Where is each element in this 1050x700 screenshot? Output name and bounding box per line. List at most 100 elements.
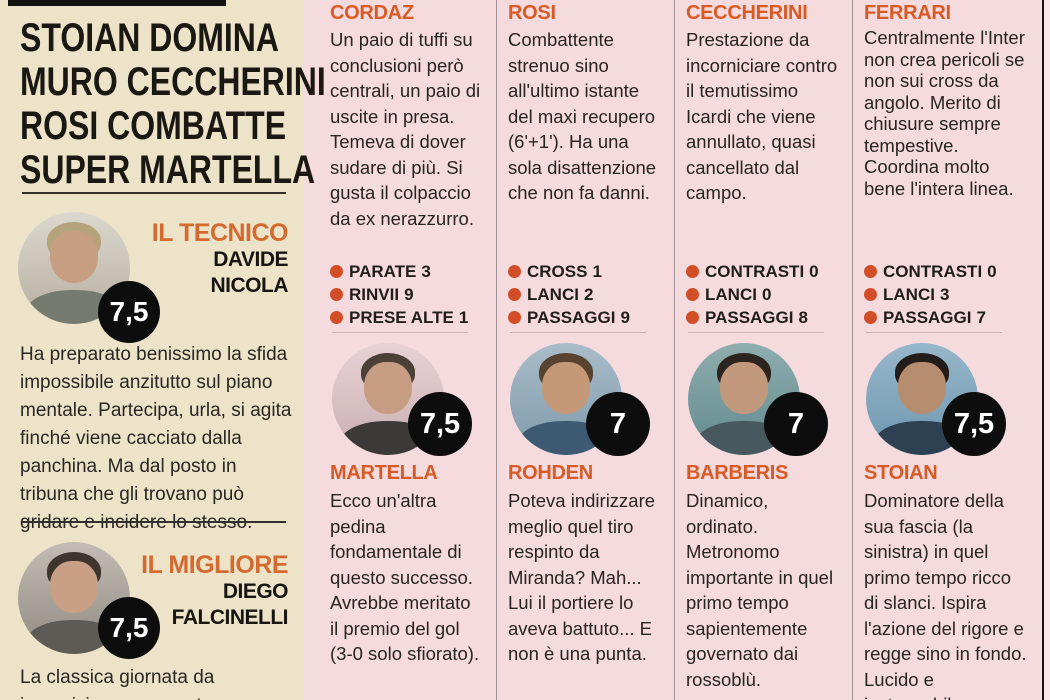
headline-line: ROSI COMBATTE	[20, 104, 287, 148]
stat-bullet-icon	[864, 311, 877, 324]
rating-badge: 7,5	[408, 392, 472, 456]
stat-label: LANCI	[883, 284, 935, 304]
player-name: ROHDEN	[508, 462, 593, 484]
player-comment: Prestazione da incorniciare contro il te…	[686, 29, 838, 203]
player-column-cordaz: CORDAZ Un paio di tuffi su conclusioni p…	[330, 0, 482, 700]
stat-label: CROSS	[527, 261, 588, 281]
coach-comment: Ha preparato benissimo la sfida impossib…	[20, 344, 292, 533]
stat-value: 0	[809, 261, 819, 281]
rating-badge: 7,5	[98, 597, 160, 659]
stat-bullet-icon	[686, 288, 699, 301]
headline-line: MURO CECCHERINI	[20, 60, 326, 104]
stats-block: CONTRASTI 0 LANCI 3 PASSAGGI 7	[864, 260, 1028, 329]
player-comment: Centralmente l'Inter non crea pericoli s…	[864, 27, 1025, 199]
role-label: IL MIGLIORE	[141, 551, 288, 579]
top-black-bar	[8, 0, 226, 6]
player-name: FERRARI	[864, 2, 951, 24]
stat-value: 3	[939, 284, 950, 304]
player-name: MARTELLA	[330, 462, 438, 484]
stat-value: 1	[458, 307, 469, 327]
stat-value: 3	[421, 261, 431, 281]
stat-label: CONTRASTI	[883, 261, 983, 281]
rating-badge: 7	[586, 392, 650, 456]
stat-row: RINVII 9	[330, 283, 482, 306]
stat-row: LANCI 2	[508, 283, 660, 306]
stat-value: 9	[404, 284, 414, 304]
photo-head-shape	[364, 362, 412, 414]
stat-label: LANCI	[527, 284, 579, 304]
right-edge-strip	[1044, 0, 1050, 700]
stat-row: LANCI 3	[864, 283, 1028, 306]
headline-line: STOIAN DOMINA	[20, 16, 279, 60]
stat-row: PASSAGGI 7	[864, 306, 1028, 329]
player-comment: Dinamico, ordinato. Metronomo importante…	[686, 490, 834, 690]
best-player-name-line: DIEGO	[222, 580, 289, 603]
headline-line: SUPER MARTELLA	[20, 148, 316, 192]
player-name: STOIAN	[864, 462, 938, 484]
stat-label: PRESE ALTE	[349, 307, 454, 327]
photo-head-shape	[50, 561, 98, 613]
coach-label-block: IL TECNICO DAVIDE NICOLA	[118, 219, 289, 299]
stat-row: PASSAGGI 8	[686, 306, 838, 329]
coach-name-line: DAVIDE	[213, 248, 288, 271]
stat-bullet-icon	[330, 288, 343, 301]
stat-bullet-icon	[508, 311, 521, 324]
stat-label: PARATE	[349, 261, 417, 281]
stat-row: LANCI 0	[686, 283, 838, 306]
horizontal-rule	[22, 521, 286, 523]
stat-value: 0	[761, 284, 772, 304]
stat-bullet-icon	[864, 288, 877, 301]
player-comment: Combattente strenuo sino all'ultimo ista…	[508, 29, 657, 203]
stat-label: CONTRASTI	[705, 261, 805, 281]
stats-separator	[332, 332, 468, 333]
stat-bullet-icon	[864, 265, 877, 278]
stat-bullet-icon	[330, 265, 343, 278]
rating-badge: 7,5	[942, 392, 1006, 456]
player-name: CORDAZ	[330, 2, 414, 24]
player-comment: Ecco un'altra pedina fondamentale di que…	[330, 490, 480, 664]
stats-separator	[688, 332, 824, 333]
stats-block: CONTRASTI 0 LANCI 0 PASSAGGI 8	[686, 260, 838, 329]
stat-value: 7	[976, 307, 986, 327]
player-column-ferrari: FERRARI Centralmente l'Inter non crea pe…	[864, 0, 1028, 700]
role-label: IL TECNICO	[151, 219, 289, 247]
photo-head-shape	[720, 362, 768, 414]
player-comment: Un paio di tuffi su conclusioni però cen…	[330, 29, 481, 229]
photo-head-shape	[542, 362, 590, 414]
photo-head-shape	[898, 362, 946, 414]
player-name: BARBERIS	[686, 462, 789, 484]
stat-value: 8	[798, 307, 808, 327]
stat-row: PARATE 3	[330, 260, 482, 283]
best-player-comment: La classica giornata da incorniciare per…	[20, 667, 215, 700]
stat-label: PASSAGGI	[527, 307, 616, 327]
stat-row: CROSS 1	[508, 260, 660, 283]
stat-label: LANCI	[705, 284, 757, 304]
player-name: ROSI	[508, 2, 556, 24]
stat-row: PASSAGGI 9	[508, 306, 660, 329]
column-divider	[674, 0, 675, 700]
stats-separator	[866, 332, 1002, 333]
best-player-label-block: IL MIGLIORE DIEGO FALCINELLI	[118, 551, 288, 631]
stat-row: CONTRASTI 0	[686, 260, 838, 283]
stats-block: PARATE 3 RINVII 9 PRESE ALTE 1	[330, 260, 482, 329]
stat-bullet-icon	[686, 311, 699, 324]
player-name: CECCHERINI	[686, 2, 808, 24]
column-divider	[852, 0, 853, 700]
right-border-line	[1042, 0, 1044, 700]
stats-separator	[510, 332, 646, 333]
stat-value: 9	[620, 307, 630, 327]
stat-bullet-icon	[330, 311, 343, 324]
stats-block: CROSS 1 LANCI 2 PASSAGGI 9	[508, 260, 660, 329]
column-divider	[496, 0, 497, 700]
stat-bullet-icon	[686, 265, 699, 278]
stat-bullet-icon	[508, 288, 521, 301]
stat-bullet-icon	[508, 265, 521, 278]
best-player-name-line: FALCINELLI	[171, 606, 289, 629]
photo-head-shape	[50, 231, 98, 283]
left-panel: STOIAN DOMINA MURO CECCHERINI ROSI COMBA…	[0, 0, 326, 700]
horizontal-rule	[22, 192, 286, 194]
headline: STOIAN DOMINA MURO CECCHERINI ROSI COMBA…	[20, 16, 336, 192]
player-comment: Poteva indirizzare meglio quel tiro resp…	[508, 490, 656, 664]
player-column-ceccherini: CECCHERINI Prestazione da incorniciare c…	[686, 0, 838, 700]
